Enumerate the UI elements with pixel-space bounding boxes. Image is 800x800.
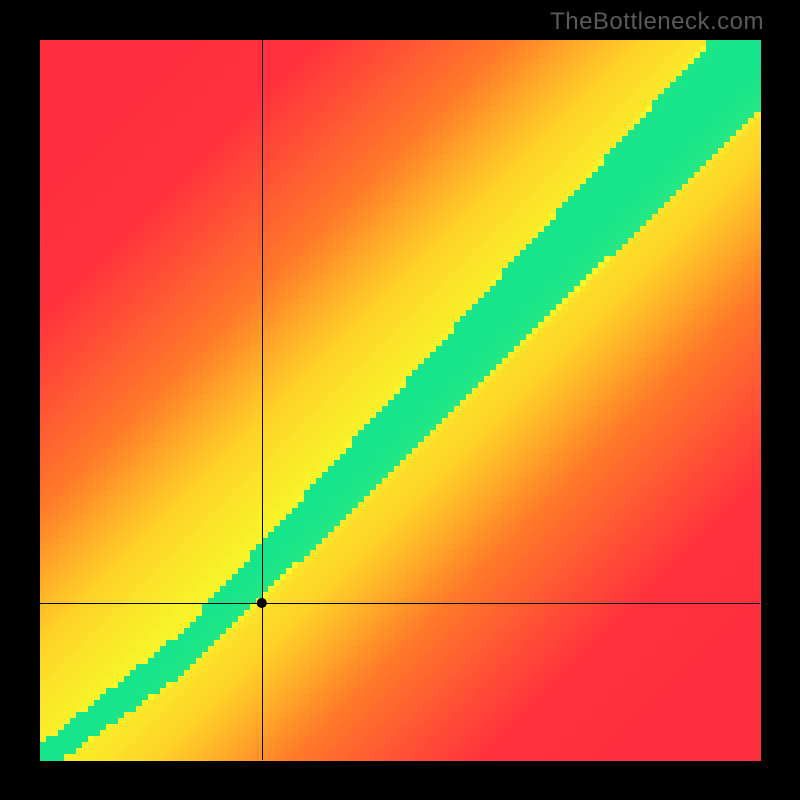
bottleneck-heatmap bbox=[0, 0, 800, 800]
watermark-text: TheBottleneck.com bbox=[550, 8, 764, 36]
